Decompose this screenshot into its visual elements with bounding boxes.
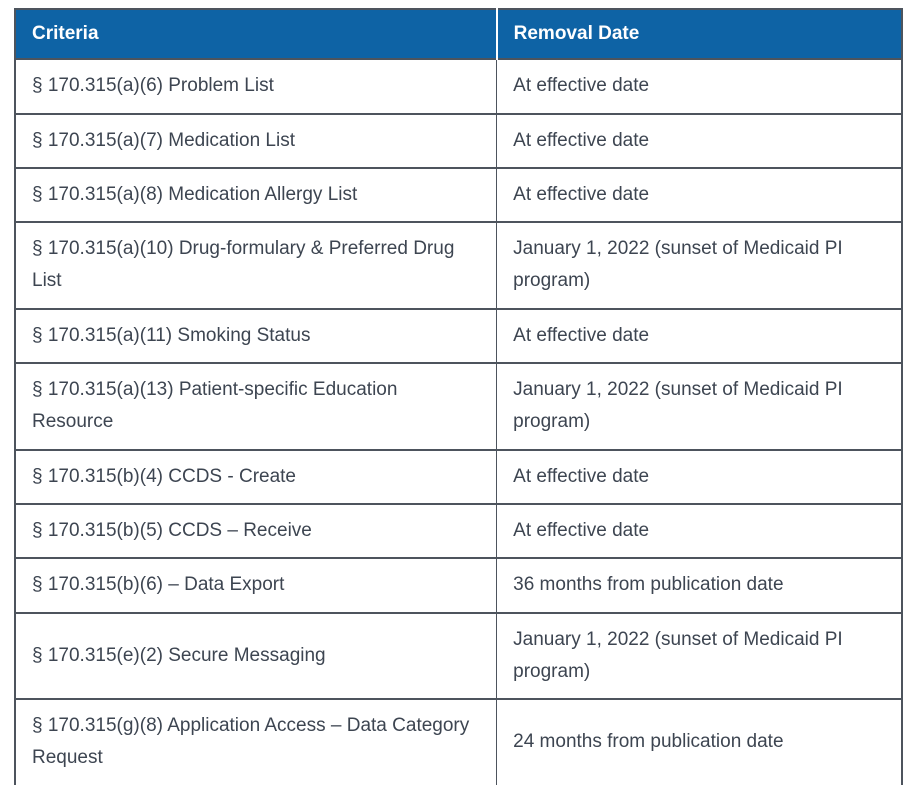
criteria-cell: § 170.315(b)(4) CCDS - Create [15, 448, 497, 505]
table-row: § 170.315(a)(11) Smoking Status At effec… [15, 307, 902, 365]
removal-date-cell: At effective date [496, 502, 902, 560]
removal-date-cell: January 1, 2022 (sunset of Medicaid PI p… [496, 362, 902, 451]
criteria-cell: § 170.315(b)(5) CCDS – Receive [15, 502, 497, 560]
table-body: § 170.315(a)(6) Problem List At effectiv… [15, 58, 902, 785]
removal-date-cell: At effective date [496, 58, 902, 115]
criteria-cell: § 170.315(a)(10) Drug-formulary & Prefer… [15, 221, 497, 310]
removal-date-cell: January 1, 2022 (sunset of Medicaid PI p… [496, 221, 902, 310]
removal-date-cell: At effective date [496, 166, 902, 224]
removal-date-cell: January 1, 2022 (sunset of Medicaid PI p… [496, 611, 902, 701]
table-row: § 170.315(b)(5) CCDS – Receive At effect… [15, 502, 902, 560]
table-row: § 170.315(a)(8) Medication Allergy List … [15, 166, 902, 224]
criteria-cell: § 170.315(b)(6) – Data Export [15, 557, 497, 614]
removal-criteria-table: Criteria Removal Date § 170.315(a)(6) Pr… [14, 8, 903, 785]
table-row: § 170.315(b)(4) CCDS - Create At effecti… [15, 448, 902, 505]
criteria-cell: § 170.315(e)(2) Secure Messaging [15, 611, 497, 701]
column-header-removal-date: Removal Date [495, 9, 902, 60]
table-row: § 170.315(e)(2) Secure Messaging January… [15, 611, 902, 701]
table-header: Criteria Removal Date [15, 9, 902, 60]
table-row: § 170.315(a)(7) Medication List At effec… [15, 112, 902, 169]
header-row: Criteria Removal Date [15, 9, 902, 60]
criteria-cell: § 170.315(a)(8) Medication Allergy List [15, 166, 497, 224]
criteria-cell: § 170.315(a)(7) Medication List [15, 112, 497, 169]
column-header-criteria: Criteria [15, 9, 497, 60]
criteria-cell: § 170.315(a)(13) Patient-specific Educat… [15, 362, 497, 451]
removal-date-cell: 24 months from publication date [496, 698, 902, 785]
removal-date-cell: At effective date [496, 307, 902, 365]
table-row: § 170.315(g)(8) Application Access – Dat… [15, 698, 902, 785]
criteria-cell: § 170.315(a)(11) Smoking Status [15, 307, 497, 365]
removal-date-cell: 36 months from publication date [496, 557, 902, 614]
criteria-cell: § 170.315(a)(6) Problem List [15, 58, 497, 115]
table-row: § 170.315(a)(6) Problem List At effectiv… [15, 58, 902, 115]
removal-date-cell: At effective date [496, 448, 902, 505]
table-row: § 170.315(a)(13) Patient-specific Educat… [15, 362, 902, 451]
removal-date-cell: At effective date [496, 112, 902, 169]
table-row: § 170.315(b)(6) – Data Export 36 months … [15, 557, 902, 614]
table-row: § 170.315(a)(10) Drug-formulary & Prefer… [15, 221, 902, 310]
criteria-cell: § 170.315(g)(8) Application Access – Dat… [15, 698, 497, 785]
